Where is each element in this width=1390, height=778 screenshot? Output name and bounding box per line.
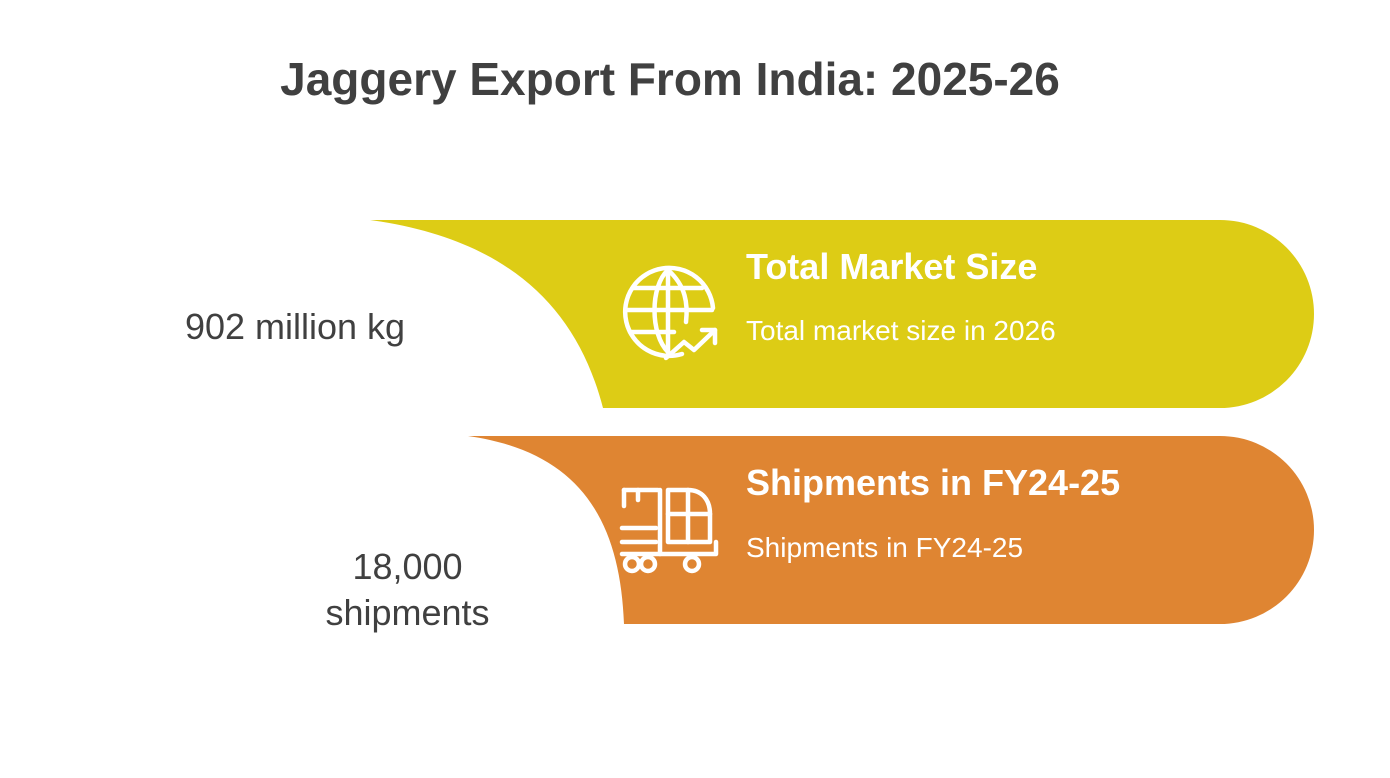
stat-value-shipments-unit: shipments [325,592,490,633]
description-shipments: Shipments in FY24-25 [746,532,1024,563]
banner-shipments [468,436,1314,624]
stat-value-market-size: 902 million kg [184,306,406,347]
stat-value-shipments-number: 18,000 [352,546,463,587]
stat-value-shipments: 18,000 shipments [290,544,525,636]
delivery-truck-icon [619,487,719,574]
banner-total-market-size [370,220,1314,408]
heading-shipments: Shipments in FY24-25 [746,462,1121,503]
page-title: Jaggery Export From India: 2025-26 [280,53,1060,105]
heading-total-market-size: Total Market Size [746,246,1038,287]
description-total-market-size: Total market size in 2026 [746,315,1056,346]
globe-trend-icon [622,265,718,361]
